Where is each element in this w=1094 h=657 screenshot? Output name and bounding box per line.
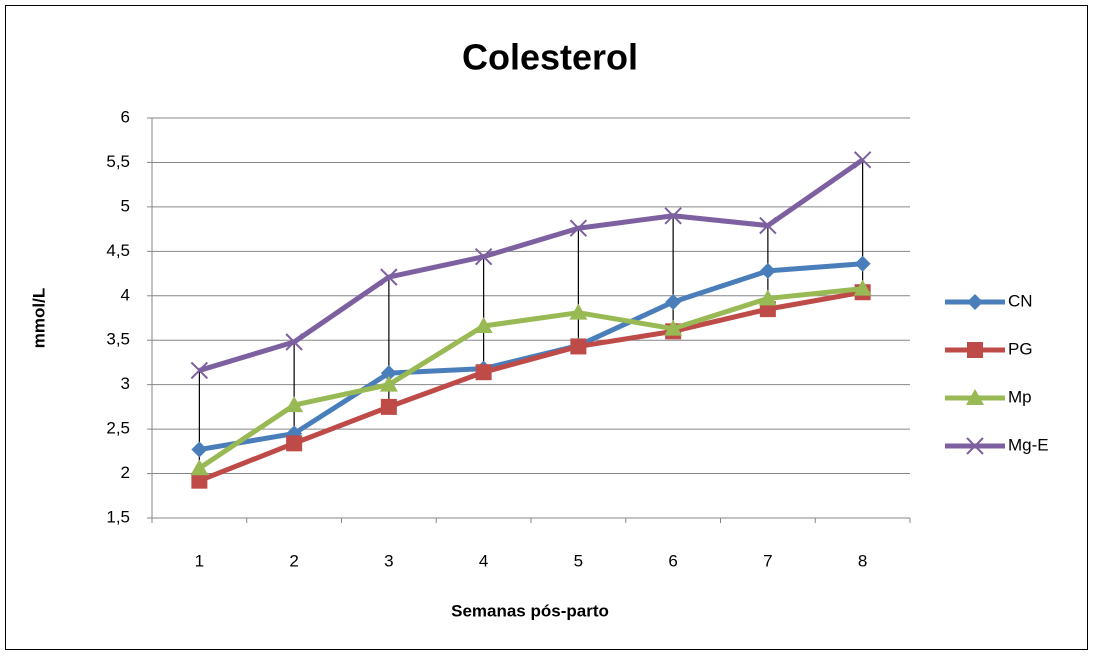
x-tick-label: 2: [289, 551, 298, 570]
data-point: [191, 441, 208, 458]
data-point: [664, 207, 682, 225]
series-line: [198, 289, 864, 483]
x-tick-label: 4: [479, 551, 488, 570]
x-tick-label: 3: [384, 551, 393, 570]
y-tick-label: 3,5: [106, 330, 130, 349]
data-point: [380, 365, 397, 382]
legend-label: Mg-E: [1008, 435, 1049, 454]
legend-marker: [966, 437, 984, 455]
y-axis-title: mmol/L: [29, 288, 48, 348]
data-point: [570, 338, 587, 355]
legend-label: CN: [1008, 291, 1033, 310]
data-point: [853, 279, 872, 296]
legend-marker: [967, 342, 983, 358]
legend-marker: [966, 389, 984, 405]
data-point: [286, 435, 303, 452]
legend-label: PG: [1008, 339, 1033, 358]
data-point: [475, 364, 492, 381]
y-tick-label: 5: [121, 196, 130, 215]
series-line: [197, 286, 863, 471]
y-tick-label: 3: [121, 374, 130, 393]
x-tick-label: 1: [195, 551, 204, 570]
series-line: [198, 157, 865, 373]
x-axis-title: Semanas pós-parto: [451, 601, 609, 620]
data-point: [285, 333, 303, 351]
data-point: [569, 303, 588, 320]
data-point: [379, 375, 398, 392]
legend-marker: [967, 294, 983, 310]
y-tick-label: 2,5: [106, 419, 130, 438]
y-tick-label: 4,5: [106, 241, 130, 260]
data-point: [190, 459, 209, 476]
data-point: [474, 247, 493, 266]
x-tick-label: 8: [858, 551, 867, 570]
x-tick-label: 5: [574, 551, 583, 570]
data-point: [191, 472, 208, 489]
data-point: [569, 219, 588, 237]
data-point: [759, 216, 777, 235]
data-point: [759, 262, 776, 279]
y-tick-label: 1,5: [106, 507, 130, 526]
y-tick-label: 6: [121, 107, 130, 126]
data-point: [285, 396, 304, 413]
data-point: [853, 151, 872, 169]
data-point: [665, 294, 682, 310]
data-point: [190, 361, 209, 380]
legend-label: Mp: [1008, 387, 1032, 406]
data-point: [380, 268, 398, 286]
x-tick-label: 7: [763, 551, 772, 570]
y-tick-label: 2: [121, 463, 130, 482]
data-point: [474, 317, 493, 333]
data-point: [664, 319, 683, 336]
data-point: [854, 255, 871, 272]
chart-border: [5, 5, 1088, 650]
data-point: [380, 398, 397, 415]
y-tick-label: 5,5: [106, 152, 130, 171]
data-point: [758, 289, 777, 306]
chart-title: Colesterol: [462, 37, 638, 78]
x-tick-label: 6: [668, 551, 677, 570]
y-tick-label: 4: [121, 285, 130, 304]
